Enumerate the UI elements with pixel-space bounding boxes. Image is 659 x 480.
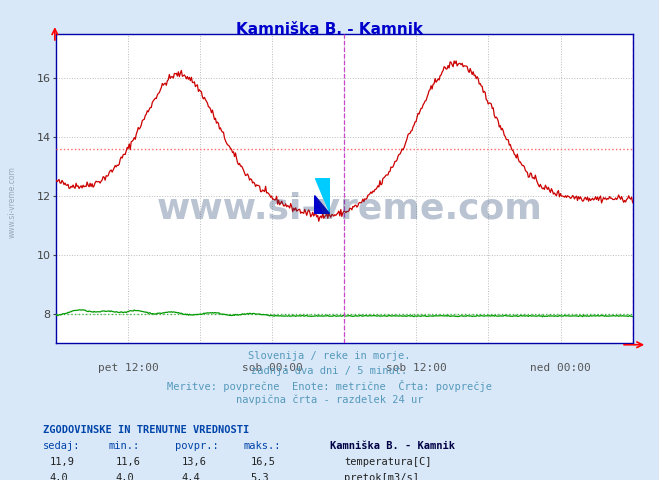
Text: www.si-vreme.com: www.si-vreme.com — [8, 166, 17, 238]
Text: sedaj:: sedaj: — [43, 441, 80, 451]
Text: 4,0: 4,0 — [49, 473, 68, 480]
Text: min.:: min.: — [109, 441, 140, 451]
Text: 11,9: 11,9 — [49, 457, 74, 467]
Text: maks.:: maks.: — [244, 441, 281, 451]
Text: 4,0: 4,0 — [115, 473, 134, 480]
Text: 4,4: 4,4 — [181, 473, 200, 480]
Text: sob 12:00: sob 12:00 — [386, 363, 447, 373]
Text: 11,6: 11,6 — [115, 457, 140, 467]
Text: pet 12:00: pet 12:00 — [98, 363, 158, 373]
Text: Meritve: povprečne  Enote: metrične  Črta: povprečje: Meritve: povprečne Enote: metrične Črta:… — [167, 380, 492, 392]
Text: www.si-vreme.com: www.si-vreme.com — [156, 192, 542, 226]
Polygon shape — [315, 196, 330, 214]
Text: sob 00:00: sob 00:00 — [242, 363, 302, 373]
Text: 5,3: 5,3 — [250, 473, 269, 480]
Text: Kamniška B. - Kamnik: Kamniška B. - Kamnik — [236, 22, 423, 36]
Text: Slovenija / reke in morje.: Slovenija / reke in morje. — [248, 351, 411, 361]
Text: navpična črta - razdelek 24 ur: navpična črta - razdelek 24 ur — [236, 395, 423, 405]
Text: 13,6: 13,6 — [181, 457, 206, 467]
Text: povpr.:: povpr.: — [175, 441, 218, 451]
Text: pretok[m3/s]: pretok[m3/s] — [344, 473, 419, 480]
Polygon shape — [315, 178, 330, 214]
Text: ned 00:00: ned 00:00 — [530, 363, 591, 373]
Text: ZGODOVINSKE IN TRENUTNE VREDNOSTI: ZGODOVINSKE IN TRENUTNE VREDNOSTI — [43, 425, 249, 435]
Text: Kamniška B. - Kamnik: Kamniška B. - Kamnik — [330, 441, 455, 451]
Text: 16,5: 16,5 — [250, 457, 275, 467]
Text: temperatura[C]: temperatura[C] — [344, 457, 432, 467]
Text: zadnja dva dni / 5 minut.: zadnja dva dni / 5 minut. — [251, 366, 408, 376]
